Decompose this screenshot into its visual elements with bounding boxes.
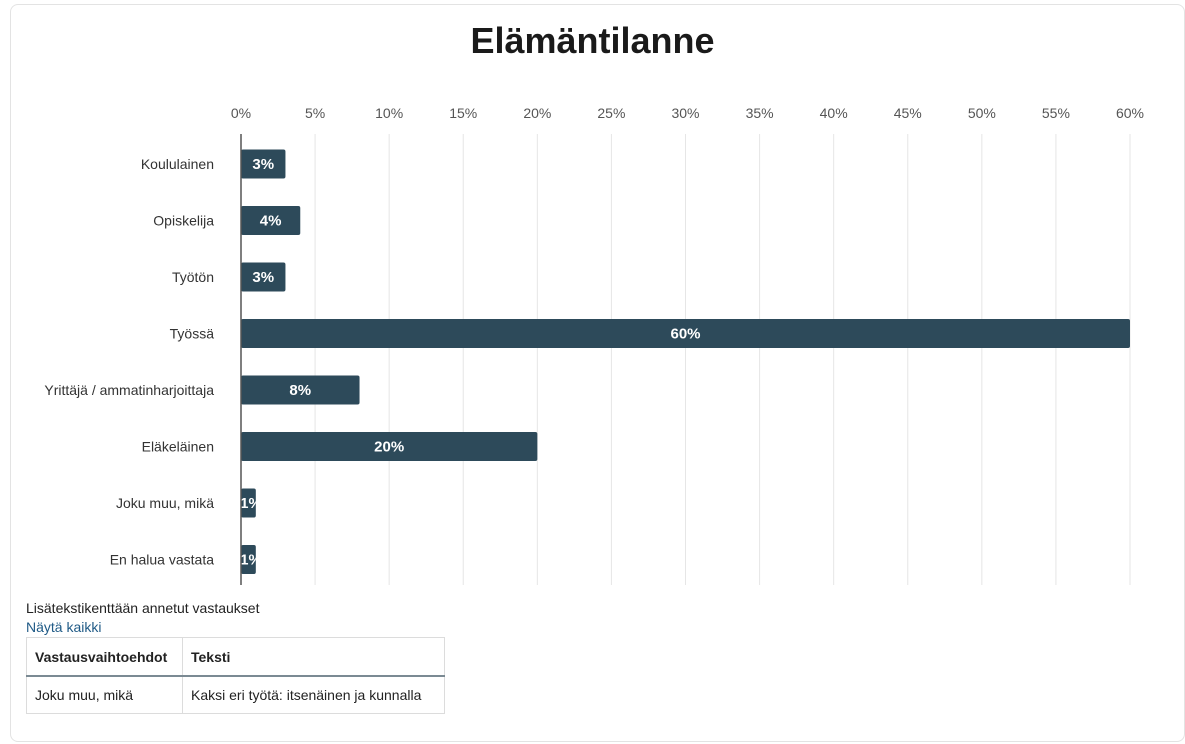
data-labels: 3% 4% 3% 60% 8% 20% 1% 1%: [240, 156, 701, 569]
x-tick-label: 10%: [375, 105, 403, 121]
category-label: Työssä: [170, 326, 215, 342]
category-label: Opiskelija: [153, 213, 214, 229]
bars: [241, 149, 1130, 574]
chart-grid: [314, 134, 1131, 585]
x-tick-label: 20%: [523, 105, 551, 121]
chart-card: [10, 4, 1185, 742]
bar[interactable]: [241, 488, 256, 518]
x-tick-label: 50%: [968, 105, 996, 121]
category-label: Työtön: [172, 269, 214, 285]
data-label: 4%: [260, 213, 282, 230]
extra-answers-title: Lisätekstikenttään annetut vastaukset: [26, 600, 260, 616]
x-tick-label: 30%: [671, 105, 699, 121]
x-tick-label: 5%: [305, 105, 325, 121]
table-cell-option: Joku muu, mikä: [26, 676, 183, 714]
category-label: Eläkeläinen: [142, 439, 214, 455]
column-header-text: Teksti: [182, 637, 445, 677]
column-header-options: Vastausvaihtoehdot: [26, 637, 183, 677]
data-label: 8%: [289, 382, 311, 399]
data-label: 60%: [670, 326, 700, 343]
bar[interactable]: [241, 149, 286, 179]
answers-table: Vastausvaihtoehdot Teksti Joku muu, mikä…: [26, 637, 445, 714]
category-label: En halua vastata: [110, 552, 215, 568]
show-all-link[interactable]: Näytä kaikki: [26, 619, 102, 635]
x-tick-label: 60%: [1116, 105, 1144, 121]
x-tick-label: 55%: [1042, 105, 1070, 121]
category-label: Joku muu, mikä: [116, 495, 214, 511]
x-tick-label: 25%: [597, 105, 625, 121]
chart-title: Elämäntilanne: [470, 20, 715, 61]
data-label: 1%: [240, 552, 262, 569]
category-label: Yrittäjä / ammatinharjoittaja: [44, 382, 214, 398]
data-label: 3%: [252, 269, 274, 286]
x-tick-label: 0%: [231, 105, 251, 121]
table-row: Joku muu, mikä Kaksi eri työtä: itsenäin…: [26, 676, 445, 714]
data-label: 3%: [252, 156, 274, 173]
data-label: 1%: [240, 495, 262, 512]
category-label: Koululainen: [141, 156, 214, 172]
category-labels: Koululainen Opiskelija Työtön Työssä Yrittäj…: [44, 156, 214, 568]
x-tick-label: 45%: [894, 105, 922, 121]
bar[interactable]: [241, 262, 286, 292]
bar[interactable]: [241, 375, 360, 405]
table-cell-text: Kaksi eri työtä: itsenäinen ja kunnalla: [191, 687, 422, 703]
table-header-row: Vastausvaihtoehdot Teksti: [26, 637, 445, 677]
x-tick-label: 15%: [449, 105, 477, 121]
x-tick-label: 35%: [746, 105, 774, 121]
bar-chart: 0% 5% 10% 15% 20% 25% 30% 35% 40% 45% 50% 55% 60% Ko…: [44, 105, 1144, 585]
data-label: 20%: [374, 439, 404, 456]
bar[interactable]: [241, 432, 538, 461]
x-axis-ticks: 0% 5% 10% 15% 20% 25% 30% 35% 40% 45% 50% 55% 60%: [231, 105, 1144, 121]
bar[interactable]: [241, 206, 301, 235]
bar[interactable]: [241, 319, 1130, 348]
x-tick-label: 40%: [820, 105, 848, 121]
bar[interactable]: [241, 545, 256, 574]
